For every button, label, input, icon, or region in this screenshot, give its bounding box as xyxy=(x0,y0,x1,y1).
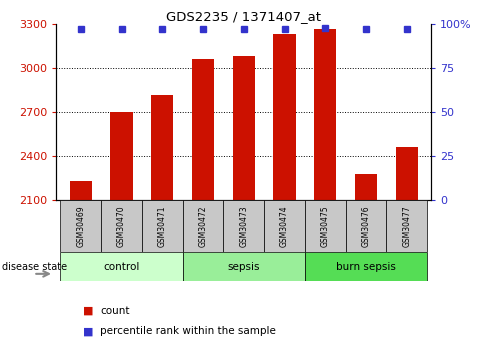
Text: control: control xyxy=(103,262,140,272)
Text: GSM30469: GSM30469 xyxy=(76,205,85,247)
Text: burn sepsis: burn sepsis xyxy=(336,262,396,272)
Text: percentile rank within the sample: percentile rank within the sample xyxy=(100,326,276,336)
Text: GSM30475: GSM30475 xyxy=(321,205,330,247)
Text: count: count xyxy=(100,306,130,315)
Text: GSM30477: GSM30477 xyxy=(402,205,411,247)
Bar xyxy=(101,200,142,252)
Bar xyxy=(70,181,92,200)
Bar xyxy=(264,200,305,252)
Text: GSM30474: GSM30474 xyxy=(280,205,289,247)
Bar xyxy=(305,252,427,281)
Text: GSM30472: GSM30472 xyxy=(198,205,208,247)
Bar xyxy=(142,200,183,252)
Bar xyxy=(183,200,223,252)
Text: GSM30473: GSM30473 xyxy=(239,205,248,247)
Text: disease state: disease state xyxy=(2,262,68,272)
Title: GDS2235 / 1371407_at: GDS2235 / 1371407_at xyxy=(166,10,321,23)
Bar xyxy=(233,57,255,200)
Bar xyxy=(110,112,133,200)
Bar xyxy=(273,34,296,200)
Text: sepsis: sepsis xyxy=(227,262,260,272)
Text: GSM30470: GSM30470 xyxy=(117,205,126,247)
Bar xyxy=(183,252,305,281)
Bar xyxy=(223,200,264,252)
Bar xyxy=(151,95,173,200)
Bar xyxy=(60,252,183,281)
Bar xyxy=(314,29,337,200)
Bar xyxy=(305,200,345,252)
Bar xyxy=(395,147,418,200)
Bar xyxy=(387,200,427,252)
Text: GSM30476: GSM30476 xyxy=(362,205,370,247)
Bar xyxy=(345,200,387,252)
Text: GSM30471: GSM30471 xyxy=(158,205,167,247)
Text: ■: ■ xyxy=(83,326,94,336)
Bar xyxy=(192,59,214,200)
Bar xyxy=(355,174,377,200)
Text: ■: ■ xyxy=(83,306,94,315)
Bar xyxy=(60,200,101,252)
